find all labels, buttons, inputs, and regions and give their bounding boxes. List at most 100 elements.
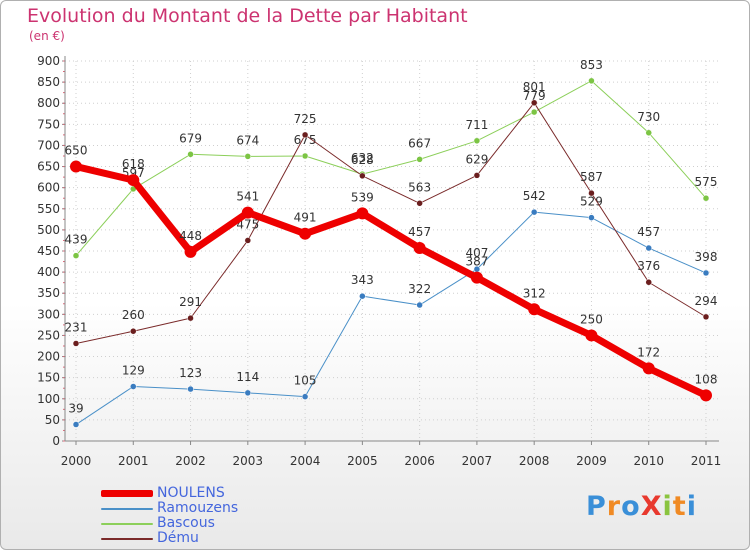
data-point-ramouzens	[187, 385, 194, 393]
data-point-bascous	[645, 129, 652, 137]
series-line-d-mu	[75, 102, 707, 344]
data-label-bascous: 439	[65, 233, 88, 247]
y-tick-label: 500	[37, 223, 60, 237]
y-tick-label: 400	[37, 265, 60, 279]
data-label-ramouzens: 457	[637, 225, 660, 239]
y-tick-label: 100	[37, 392, 60, 406]
data-point-d-mu	[130, 327, 137, 335]
data-point-ramouzens	[416, 301, 423, 309]
y-tick-label: 700	[37, 138, 60, 152]
data-label-noulens: 172	[637, 345, 660, 359]
data-label-d-mu: 260	[122, 308, 145, 322]
data-point-ramouzens	[130, 383, 137, 390]
data-label-d-mu: 725	[294, 112, 317, 126]
data-point-bascous	[702, 194, 710, 202]
data-label-ramouzens: 129	[122, 364, 145, 378]
x-tick-label: 2011	[691, 454, 722, 468]
series-line-bascous	[75, 80, 707, 257]
legend-swatch	[101, 508, 153, 510]
x-tick-label: 2000	[61, 454, 92, 468]
data-point-ramouzens	[244, 389, 252, 397]
data-point-d-mu	[301, 131, 309, 139]
data-label-bascous: 632	[351, 151, 374, 165]
data-label-noulens: 448	[179, 229, 202, 243]
data-label-noulens: 650	[65, 144, 88, 158]
data-point-d-mu	[187, 314, 194, 322]
data-point-d-mu	[244, 237, 252, 244]
data-point-ramouzens	[301, 393, 309, 400]
data-point-bascous	[244, 153, 252, 160]
data-point-ramouzens	[588, 214, 595, 221]
x-tick-label: 2010	[633, 454, 664, 468]
y-tick-label: 550	[37, 202, 60, 216]
data-label-noulens: 250	[580, 312, 603, 326]
data-label-noulens: 387	[465, 255, 488, 269]
y-tick-label: 0	[52, 434, 60, 448]
data-label-bascous: 674	[236, 133, 259, 147]
data-label-bascous: 711	[465, 118, 488, 132]
legend-label: Dému	[157, 530, 199, 546]
data-point-noulens	[700, 389, 712, 402]
data-point-d-mu	[359, 172, 366, 180]
y-tick-label: 50	[45, 413, 60, 427]
data-point-noulens	[413, 242, 426, 255]
proxiti-logo: ProXiti	[586, 491, 697, 522]
logo-letter: i	[662, 491, 673, 522]
y-tick-label: 150	[37, 371, 60, 385]
data-label-d-mu: 587	[580, 170, 603, 184]
data-label-noulens: 618	[122, 157, 145, 171]
data-point-ramouzens	[702, 269, 710, 277]
data-point-d-mu	[645, 278, 652, 286]
data-label-bascous: 779	[523, 89, 546, 103]
series-line-noulens	[72, 163, 710, 399]
data-label-d-mu: 628	[351, 153, 374, 167]
data-point-bascous	[588, 77, 595, 85]
data-point-noulens	[585, 329, 598, 342]
data-label-ramouzens: 542	[523, 189, 546, 203]
data-point-bascous	[416, 156, 423, 163]
series-line-ramouzens	[75, 211, 707, 426]
unit-label: (en €)	[29, 29, 65, 43]
data-point-ramouzens	[645, 244, 652, 252]
data-label-ramouzens: 322	[408, 282, 431, 296]
data-label-d-mu: 801	[523, 80, 546, 94]
data-label-ramouzens: 529	[580, 195, 603, 209]
data-label-bascous: 853	[580, 58, 603, 72]
data-point-bascous	[301, 152, 309, 160]
legend-swatch	[101, 538, 153, 540]
data-point-ramouzens	[530, 208, 538, 216]
legend-swatch	[101, 490, 153, 497]
data-point-noulens	[127, 174, 140, 187]
data-label-d-mu: 376	[637, 259, 660, 273]
data-point-bascous	[72, 252, 80, 259]
data-label-d-mu: 291	[179, 295, 202, 309]
logo-letter: i	[686, 491, 697, 522]
y-tick-label: 300	[37, 307, 60, 321]
data-label-noulens: 541	[236, 190, 259, 204]
legend-label: Bascous	[157, 515, 215, 531]
y-tick-label: 450	[37, 244, 60, 258]
data-label-noulens: 457	[408, 225, 431, 239]
data-label-bascous: 679	[179, 131, 202, 145]
data-label-noulens: 539	[351, 190, 374, 204]
data-point-noulens	[241, 206, 254, 219]
data-point-noulens	[70, 160, 82, 173]
data-label-d-mu: 629	[465, 152, 488, 166]
data-label-ramouzens: 407	[465, 246, 488, 260]
data-point-noulens	[642, 362, 655, 375]
data-label-ramouzens: 398	[695, 250, 718, 264]
logo-letter: P	[586, 491, 607, 522]
data-label-noulens: 108	[695, 372, 718, 386]
data-point-d-mu	[702, 313, 710, 321]
data-label-bascous: 667	[408, 136, 431, 150]
data-point-noulens	[356, 207, 369, 220]
data-point-noulens	[299, 227, 312, 240]
data-label-d-mu: 231	[65, 320, 88, 334]
data-label-ramouzens: 343	[351, 273, 374, 287]
y-tick-label: 800	[37, 96, 60, 110]
data-label-ramouzens: 105	[294, 374, 317, 388]
x-tick-label: 2005	[347, 454, 378, 468]
data-point-noulens	[184, 245, 197, 258]
